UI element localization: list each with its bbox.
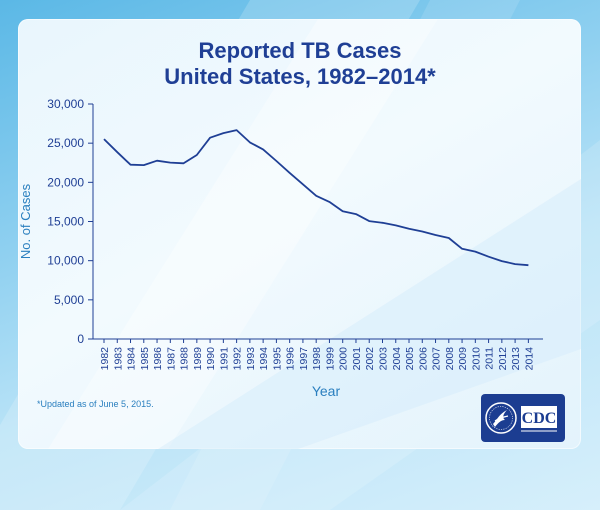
x-tick-label: 1986 xyxy=(152,347,164,371)
x-tick-label: 2003 xyxy=(377,347,389,371)
x-tick-label: 2007 xyxy=(431,347,443,371)
x-tick-label: 2006 xyxy=(417,347,429,371)
x-tick-label: 1987 xyxy=(165,347,177,371)
panel-decoration xyxy=(48,19,581,449)
hhs-eagle-icon xyxy=(485,402,517,434)
footnote: *Updated as of June 5, 2015. xyxy=(37,399,154,409)
chart-title-line2: United States, 1982–2014* xyxy=(164,64,436,89)
x-tick-label: 2010 xyxy=(470,347,482,371)
y-tick-label: 30,000 xyxy=(47,97,84,111)
x-tick-label: 1997 xyxy=(298,347,310,371)
y-tick-label: 10,000 xyxy=(47,254,84,268)
y-tick-label: 0 xyxy=(77,332,84,346)
series-line xyxy=(103,129,529,267)
x-tick-label: 1999 xyxy=(324,347,336,371)
x-tick-label: 1994 xyxy=(258,347,270,371)
y-axis-label: No. of Cases xyxy=(18,183,33,259)
x-tick-label: 2004 xyxy=(391,347,403,371)
x-axis-label: Year xyxy=(312,383,341,399)
x-tick-label: 2012 xyxy=(497,347,509,371)
x-tick-label: 2013 xyxy=(510,347,522,371)
y-tick-label: 25,000 xyxy=(47,136,84,150)
x-tick-label: 1992 xyxy=(232,347,244,371)
x-tick-label: 2014 xyxy=(523,347,535,371)
cdc-logo: CDC xyxy=(481,394,565,442)
x-tick-label: 1993 xyxy=(245,347,257,371)
y-tick-label: 5,000 xyxy=(54,293,84,307)
cdc-logo-text: CDC xyxy=(522,410,557,427)
x-tick-label: 2002 xyxy=(364,347,376,371)
x-tick-label: 1991 xyxy=(218,347,230,371)
x-tick-label: 2008 xyxy=(444,347,456,371)
x-tick-label: 2005 xyxy=(404,347,416,371)
x-tick-label: 1996 xyxy=(285,347,297,371)
x-tick-label: 2011 xyxy=(484,347,496,370)
x-tick-label: 1988 xyxy=(179,347,191,371)
chart-title-line1: Reported TB Cases xyxy=(198,38,402,63)
x-tick-label: 1984 xyxy=(126,347,138,371)
y-tick-label: 20,000 xyxy=(47,175,84,189)
x-tick-label: 2009 xyxy=(457,347,469,371)
x-tick-label: 1985 xyxy=(139,347,151,371)
x-tick-label: 1982 xyxy=(99,347,111,371)
x-tick-label: 1990 xyxy=(205,347,217,371)
x-tick-label: 2000 xyxy=(338,347,350,371)
x-tick-label: 1989 xyxy=(192,347,204,371)
x-tick-label: 1998 xyxy=(311,347,323,371)
x-tick-label: 1995 xyxy=(271,347,283,371)
y-tick-label: 15,000 xyxy=(47,215,84,229)
x-tick-label: 1983 xyxy=(112,347,124,371)
x-tick-label: 2001 xyxy=(351,347,363,371)
cdc-logo-box xyxy=(521,406,557,428)
chart-panel xyxy=(18,19,581,449)
